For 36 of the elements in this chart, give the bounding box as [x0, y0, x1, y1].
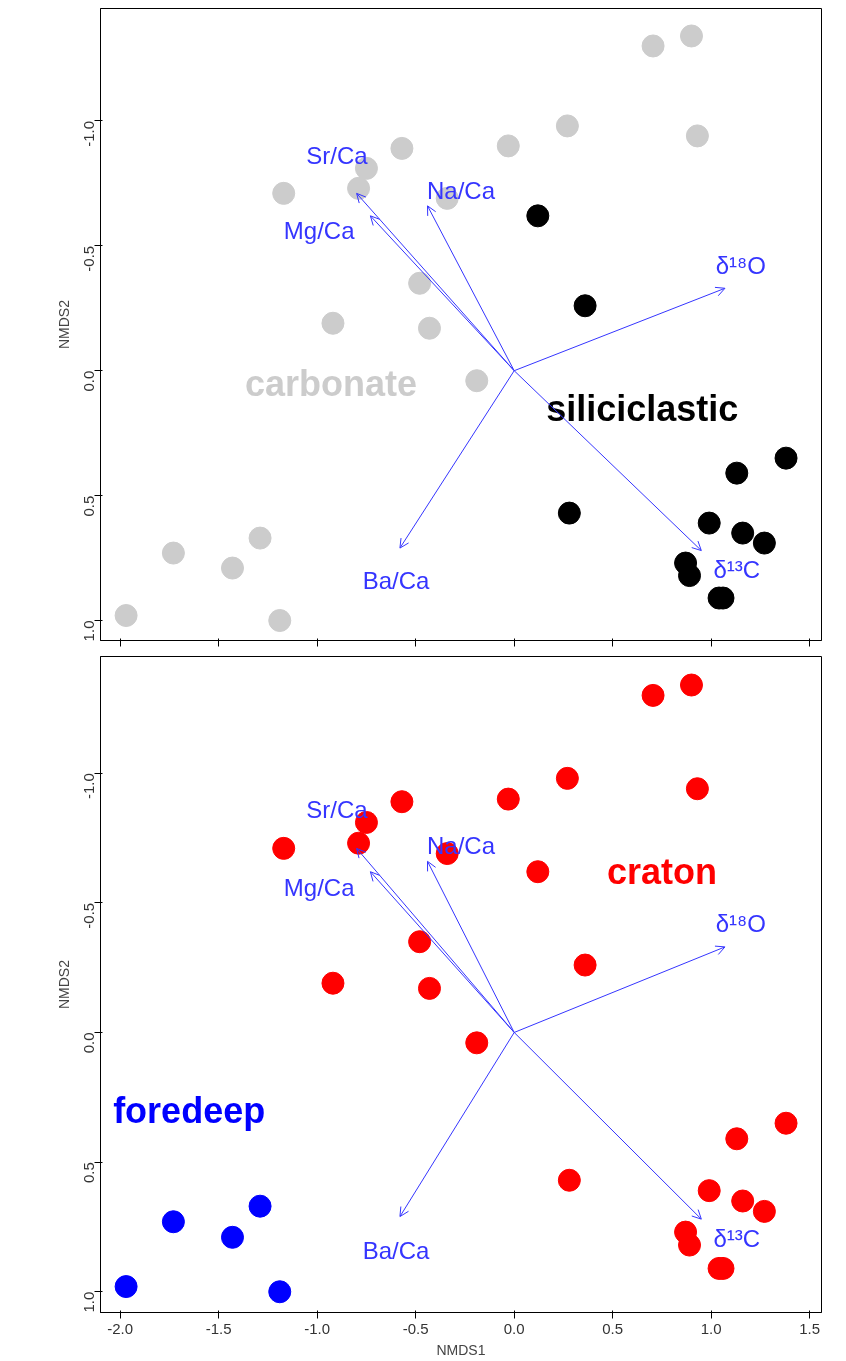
annotation: Mg/Ca — [283, 873, 356, 901]
x-tick-label: 1.5 — [799, 1319, 821, 1337]
annotation: foredeep — [113, 1089, 266, 1131]
y-tick-label: -1.0 — [80, 773, 98, 800]
annotation: Na/Ca — [426, 177, 496, 205]
y-tick-label: -0.5 — [80, 245, 98, 272]
annotation: siliciclastic — [546, 387, 739, 429]
y-axis-title: NMDS2 — [55, 959, 72, 1009]
annotation: Ba/Ca — [362, 567, 430, 595]
annotation: Sr/Ca — [306, 142, 369, 170]
annotation: craton — [606, 851, 717, 893]
annotation: δ¹³C — [713, 555, 761, 583]
y-tick-label: 1.0 — [80, 620, 98, 642]
annotation: Mg/Ca — [283, 217, 356, 245]
x-tick-label: -1.0 — [304, 1319, 331, 1337]
y-tick-label: 0.5 — [80, 1162, 98, 1183]
x-tick-label: 0.5 — [602, 1319, 624, 1337]
annotation: δ¹³C — [713, 1225, 761, 1253]
x-tick-label: 0.0 — [503, 1319, 525, 1337]
y-tick-label: -1.0 — [80, 120, 98, 147]
y-tick-label: 0.0 — [80, 1032, 98, 1054]
y-tick-label: -0.5 — [80, 902, 98, 929]
annotation: Ba/Ca — [362, 1236, 430, 1264]
y-tick-label: 0.5 — [80, 495, 98, 517]
annotation: Na/Ca — [426, 832, 496, 860]
x-axis-title: NMDS1 — [436, 1341, 486, 1358]
y-tick-label: 0.0 — [80, 370, 98, 392]
annotation: δ¹⁸O — [715, 910, 766, 938]
x-tick-label: 1.0 — [700, 1319, 722, 1337]
annotation: Sr/Ca — [306, 795, 369, 823]
x-tick-label: -1.5 — [205, 1319, 232, 1337]
x-tick-label: -2.0 — [107, 1319, 134, 1337]
annotation: δ¹⁸O — [715, 252, 766, 280]
x-tick-label: -0.5 — [402, 1319, 429, 1337]
y-axis-title: NMDS2 — [55, 299, 72, 349]
y-tick-label: 1.0 — [80, 1291, 98, 1313]
